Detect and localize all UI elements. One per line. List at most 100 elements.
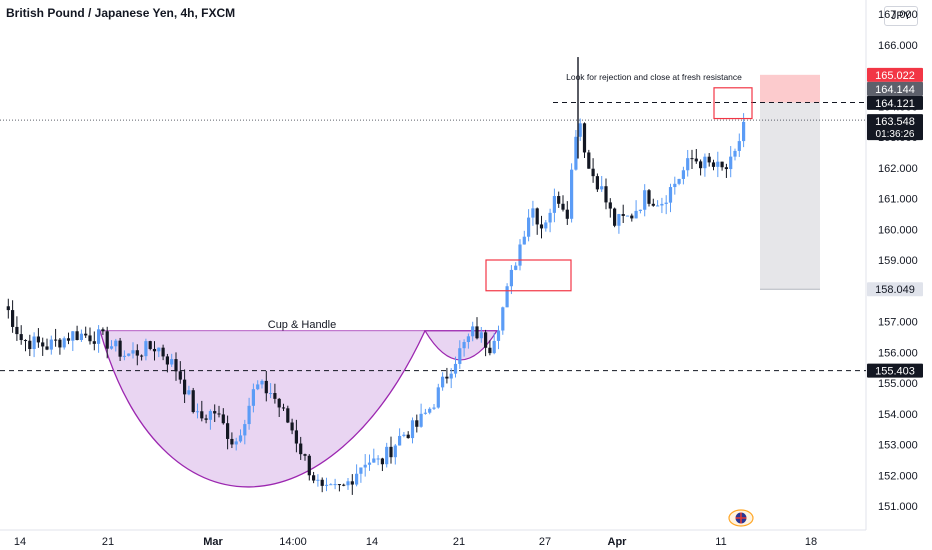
candle-body [58,339,62,348]
cup-handle-label: Cup & Handle [268,319,337,331]
candle-body [475,326,479,339]
price-tag-label: 155.403 [875,366,915,378]
x-tick-label: 18 [805,536,817,548]
candle-body [630,215,634,219]
x-tick-label: 21 [102,536,114,548]
candle-body [617,214,621,226]
y-tick-label: 161.000 [878,194,918,206]
candle-body [204,418,208,420]
candle-body [187,390,191,395]
stop-zone [760,102,820,290]
candle-body [161,347,165,357]
candle-body [686,158,690,171]
flag-icon[interactable] [728,509,754,527]
candle-body [402,434,406,436]
candle-body [527,217,531,237]
price-tag [867,282,923,297]
price-tag-label: 164.121 [875,98,915,110]
candle-body [522,236,526,245]
candle-body [720,161,724,168]
price-tag [867,363,923,378]
annotation-boxes [485,87,753,292]
candle-body [238,435,243,442]
candle-body [552,196,556,213]
candle-body [570,169,574,219]
candle-body [62,338,66,348]
candle-body [273,393,277,399]
candle-body [131,350,135,354]
candle-body [32,336,36,350]
candle-body [643,190,647,210]
candles [6,57,746,495]
candle-body [200,411,204,419]
candle-body [355,473,359,485]
candle-body [363,464,367,468]
candle-body [613,208,617,226]
candle-body [88,335,92,342]
candle-body [595,176,599,190]
candle-body [290,422,294,431]
candle-body [449,373,453,379]
candle-body [19,334,23,341]
candle-body [226,423,230,439]
candle-body [157,347,161,352]
candle-body [462,342,466,349]
candle-body [673,183,677,188]
demand-box [485,259,572,292]
candle-body [174,359,178,372]
candle-body [591,168,595,177]
candle-body [41,342,45,347]
candle-body [625,215,630,217]
x-tick-label: 21 [453,536,465,548]
candle-body [178,371,182,380]
candle-body [191,390,195,413]
candle-body [71,331,75,341]
candle-body [737,141,741,151]
candle-body [509,269,513,287]
candle-body [312,475,316,481]
candle-body [716,161,720,167]
resistance-box [713,87,753,120]
candle-body [733,150,737,157]
candle-body [367,462,372,465]
candle-body [165,356,169,365]
candle-body [660,203,664,206]
candle-body [441,376,445,388]
price-tag [867,114,923,141]
candle-body [453,363,458,374]
candle-body [385,446,389,465]
candle-body [436,387,440,408]
candle-body [135,350,139,356]
candle-body [277,398,281,408]
candle-body [269,393,273,395]
y-tick-label: 167.000 [878,9,918,21]
x-tick-label: 11 [715,536,726,548]
candle-body [260,380,264,385]
candle-body [346,481,350,486]
candle-body [496,330,501,341]
candle-body [445,376,449,379]
position-zones [760,74,820,290]
y-tick-label: 160.000 [878,224,918,236]
candle-body [221,414,225,424]
candle-body [28,340,32,350]
time-axis[interactable]: 14 21 Mar 14:00 14 21 27 Apr 11 18 [14,536,817,548]
candle-body [329,484,333,486]
candle-body [333,484,337,486]
candle-body [668,187,673,203]
candle-body [256,384,260,390]
candle-body [247,405,251,425]
currency-badge[interactable]: JPY [884,6,918,26]
candle-body [152,348,157,352]
y-tick-label: 154.000 [878,409,918,421]
candle-body [423,412,427,414]
candle-body [681,170,685,179]
candle-body [286,408,290,423]
candle-body [101,329,105,332]
candle-body [36,336,40,343]
candle-body [350,481,354,485]
candle-body [92,341,96,344]
candle-body [148,341,152,349]
